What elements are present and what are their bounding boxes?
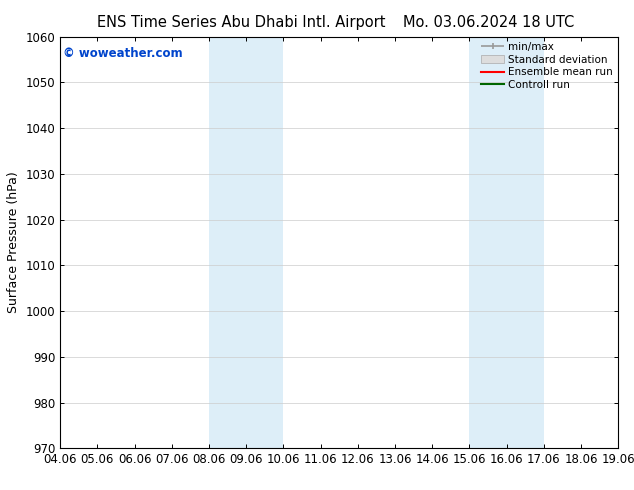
Text: ENS Time Series Abu Dhabi Intl. Airport: ENS Time Series Abu Dhabi Intl. Airport [96, 15, 385, 30]
Y-axis label: Surface Pressure (hPa): Surface Pressure (hPa) [7, 172, 20, 314]
Text: © woweather.com: © woweather.com [63, 47, 183, 60]
Bar [209, 37, 283, 448]
Text: Mo. 03.06.2024 18 UTC: Mo. 03.06.2024 18 UTC [403, 15, 574, 30]
Bar [469, 37, 544, 448]
Legend: min/max, Standard deviation, Ensemble mean run, Controll run: min/max, Standard deviation, Ensemble me… [479, 40, 615, 92]
